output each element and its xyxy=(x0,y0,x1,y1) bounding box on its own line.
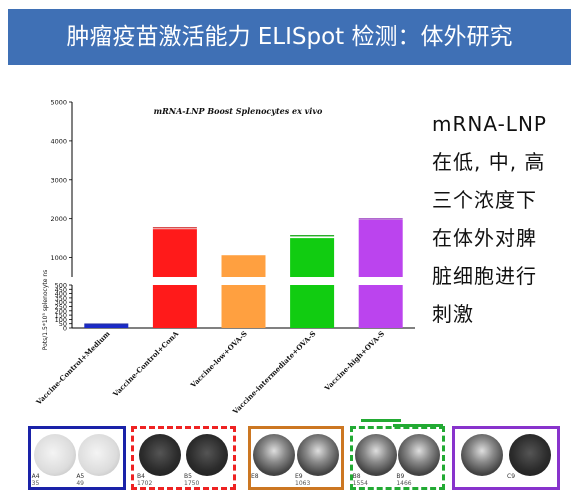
y-tick-label: 50 xyxy=(59,320,67,328)
y-tick-label: 450 xyxy=(55,286,67,294)
bars-group xyxy=(84,218,403,328)
x-tick-label: Vaccine-high+OVA-S xyxy=(322,329,386,393)
well-label: A4 xyxy=(31,473,40,480)
bar-4-upper xyxy=(290,238,335,277)
page-title: 肿瘤疫苗激活能力 ELISpot 检测：体外研究 xyxy=(66,24,513,50)
y-tick-label: 200 xyxy=(55,307,67,315)
well-label: E9 xyxy=(295,473,303,480)
panel-decoration-stripe xyxy=(393,424,443,427)
well-spot-count: 1702 xyxy=(137,480,153,487)
well-label: B9 xyxy=(396,473,405,480)
y-tick-label: 5000 xyxy=(50,99,67,107)
x-tick-label: Vaccine-low+OVA-S xyxy=(188,329,249,390)
well-label: B4 xyxy=(137,473,145,480)
elispot-well xyxy=(253,434,295,476)
well-spot-count: 1554 xyxy=(352,480,368,487)
y-tick-label: 300 xyxy=(55,299,67,307)
side-text-line: 三个浓度下 xyxy=(432,188,537,212)
bar-1 xyxy=(84,324,129,328)
elispot-well xyxy=(139,434,181,476)
bar-5-lower xyxy=(358,285,403,328)
elispot-well xyxy=(78,434,121,476)
elispot-panel-3: E8 E9 1063 xyxy=(248,426,344,490)
y-tick-label: 3000 xyxy=(50,176,67,184)
y-tick-label: 0 xyxy=(63,325,67,333)
elispot-well xyxy=(33,434,76,476)
y-tick-label: 500 xyxy=(55,282,67,290)
elispot-panel-1: A4 35 A5 49 xyxy=(28,426,126,490)
chart-title: mRNA-LNP Boost Splenocytes ex vivo xyxy=(154,106,323,116)
side-description: mRNA-LNP 在低, 中, 高三个浓度下在体外对脾脏细胞进行刺激 xyxy=(432,105,572,333)
elispot-panel-2: B4 1702 B5 1750 xyxy=(131,426,236,490)
y-tick-label: 150 xyxy=(55,312,67,320)
well-label: B8 xyxy=(352,473,361,480)
side-text-line: 脏细胞进行 xyxy=(432,264,537,288)
bar-5-upper xyxy=(358,219,403,277)
side-text-line: 在体外对脾 xyxy=(432,226,537,250)
x-tick-labels: Vaccine-Control+Medium Vaccine-Control+Co… xyxy=(33,329,386,417)
bar-4-lower xyxy=(290,285,335,328)
well-label: A5 xyxy=(76,473,85,480)
well-spot-count: 1750 xyxy=(184,480,200,487)
elispot-panel-4: B8 1554 B9 1466 xyxy=(350,419,445,490)
elispot-panel-5: C9 xyxy=(452,426,560,490)
bar-2-lower xyxy=(152,285,197,328)
side-text-line: mRNA-LNP xyxy=(432,112,547,136)
side-text-line: 刺激 xyxy=(432,302,474,326)
y-tick-label: 4000 xyxy=(50,137,67,145)
panel-decoration-stripe xyxy=(361,419,401,422)
elispot-bar-chart: mRNA-LNP Boost Splenocytes ex vivo Pots/… xyxy=(33,99,415,417)
well-spot-count: 1466 xyxy=(396,480,412,487)
well-spot-count: 35 xyxy=(31,480,40,487)
elispot-well-images: A4 35 A5 49 B4 1702 B5 1750 E8 E9 1063 B8 1554 B9 1466… xyxy=(0,419,579,499)
well-label: E8 xyxy=(251,473,259,480)
well-label: C9 xyxy=(507,473,516,480)
bar-2-upper xyxy=(152,229,197,277)
elispot-well xyxy=(461,434,503,476)
y-axis-label: Pots/1.5*10⁵ splenocyte ns xyxy=(42,270,49,351)
x-tick-label: Vaccine-intermediate+OVA-S xyxy=(230,329,318,417)
well-spot-count: 1063 xyxy=(295,480,311,487)
y-tick-label: 350 xyxy=(55,294,67,302)
well-spot-count: 49 xyxy=(76,480,84,487)
elispot-well xyxy=(297,434,339,476)
elispot-well xyxy=(398,434,441,476)
header-banner: 肿瘤疫苗激活能力 ELISpot 检测：体外研究 xyxy=(8,9,571,65)
elispot-well xyxy=(509,434,551,476)
elispot-well xyxy=(354,434,397,476)
x-tick-label: Vaccine-Control+ConA xyxy=(110,329,181,400)
bar-3-lower xyxy=(221,285,266,328)
y-tick-label: 1000 xyxy=(50,254,67,262)
y-tick-label: 400 xyxy=(55,290,67,298)
y-tick-label: 100 xyxy=(55,316,67,324)
y-tick-label: 250 xyxy=(55,303,67,311)
well-label: B5 xyxy=(184,473,192,480)
y-tick-label: 2000 xyxy=(50,215,67,223)
side-text-line: 在低, 中, 高 xyxy=(432,150,546,174)
elispot-well xyxy=(186,434,228,476)
bar-3-upper xyxy=(221,255,266,277)
